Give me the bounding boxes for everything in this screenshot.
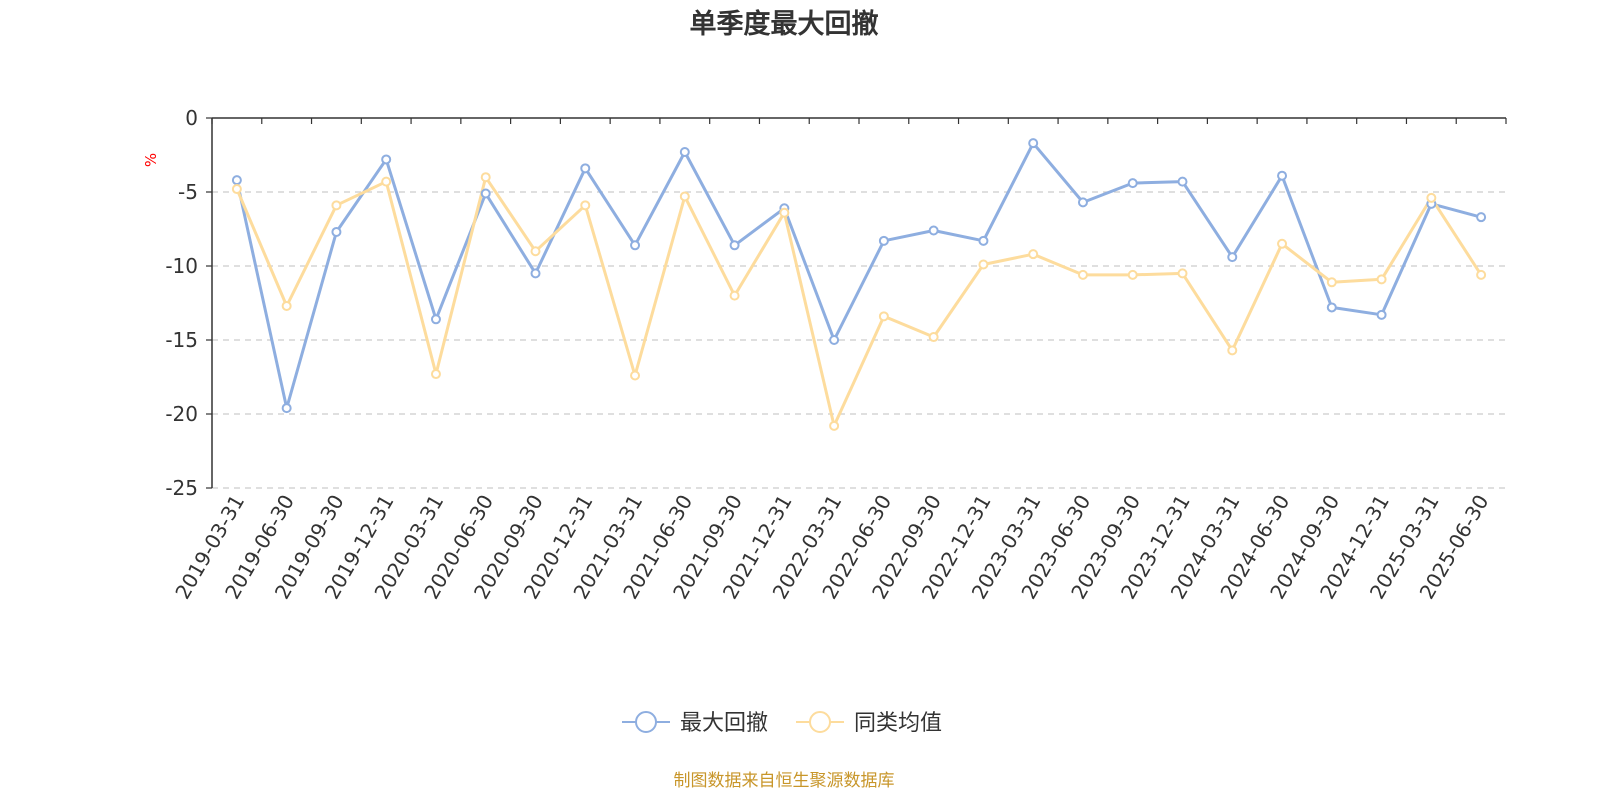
data-point-0	[630, 240, 641, 251]
y-tick-label: -20	[165, 402, 198, 426]
data-point-0	[1028, 138, 1039, 149]
data-point-1	[779, 207, 790, 218]
data-point-0	[1376, 309, 1387, 320]
data-point-0	[928, 225, 939, 236]
data-point-0	[1177, 176, 1188, 187]
chart-title: 单季度最大回撤	[690, 8, 879, 40]
source-note: 制图数据来自恒生聚源数据库	[674, 771, 895, 791]
data-point-0	[729, 240, 740, 251]
y-tick-label: -10	[165, 254, 198, 278]
y-tick-label: -15	[165, 328, 198, 352]
data-point-1	[679, 191, 690, 202]
data-point-0	[978, 235, 989, 246]
data-point-0	[331, 226, 342, 237]
data-point-1	[1227, 345, 1238, 356]
legend-item-1[interactable]: 同类均值	[796, 711, 942, 736]
data-point-0	[1227, 252, 1238, 263]
series-layer	[231, 138, 1487, 431]
data-point-0	[1277, 170, 1288, 181]
legend[interactable]: 最大回撤 同类均值	[622, 711, 942, 736]
data-point-1	[1277, 238, 1288, 249]
y-tick-label: -5	[178, 180, 198, 204]
data-point-0	[530, 268, 541, 279]
y-tick-label: -25	[165, 476, 198, 500]
data-point-1	[1028, 249, 1039, 260]
data-point-1	[1177, 268, 1188, 279]
data-point-1	[331, 200, 342, 211]
data-point-1	[878, 311, 889, 322]
data-point-1	[1127, 269, 1138, 280]
data-point-1	[829, 420, 840, 431]
data-point-0	[1476, 212, 1487, 223]
data-point-1	[630, 370, 641, 381]
data-point-1	[1426, 192, 1437, 203]
legend-marker	[809, 711, 831, 733]
data-point-0	[281, 403, 292, 414]
data-point-0	[878, 235, 889, 246]
data-point-1	[729, 290, 740, 301]
series-line-0	[235, 141, 1482, 410]
legend-label: 最大回撤	[680, 711, 768, 736]
data-point-0	[679, 147, 690, 158]
data-point-1	[1326, 277, 1337, 288]
data-point-1	[231, 184, 242, 195]
data-point-1	[430, 369, 441, 380]
data-point-0	[1077, 197, 1088, 208]
data-point-1	[381, 176, 392, 187]
data-point-1	[1376, 274, 1387, 285]
data-point-0	[381, 154, 392, 165]
data-point-1	[480, 172, 491, 183]
data-point-0	[480, 188, 491, 199]
data-point-1	[281, 300, 292, 311]
data-point-1	[580, 200, 591, 211]
legend-marker	[635, 711, 657, 733]
data-point-1	[1077, 269, 1088, 280]
data-point-0	[1127, 178, 1138, 189]
data-point-1	[978, 259, 989, 270]
data-point-1	[1476, 269, 1487, 280]
grid-layer	[212, 191, 1506, 489]
data-point-1	[928, 332, 939, 343]
data-point-0	[1326, 302, 1337, 313]
data-point-0	[580, 163, 591, 174]
data-point-0	[231, 175, 242, 186]
y-axis-unit: %	[142, 153, 160, 167]
series-line-1	[235, 175, 1483, 428]
data-point-0	[829, 335, 840, 345]
data-point-1	[530, 246, 541, 257]
legend-label: 同类均值	[854, 711, 942, 736]
axes-layer: 0-5-10-15-20-252019-03-312019-06-302019-…	[165, 106, 1507, 603]
legend-item-0[interactable]: 最大回撤	[622, 711, 768, 736]
data-point-0	[430, 314, 441, 325]
y-tick-label: 0	[185, 106, 198, 130]
